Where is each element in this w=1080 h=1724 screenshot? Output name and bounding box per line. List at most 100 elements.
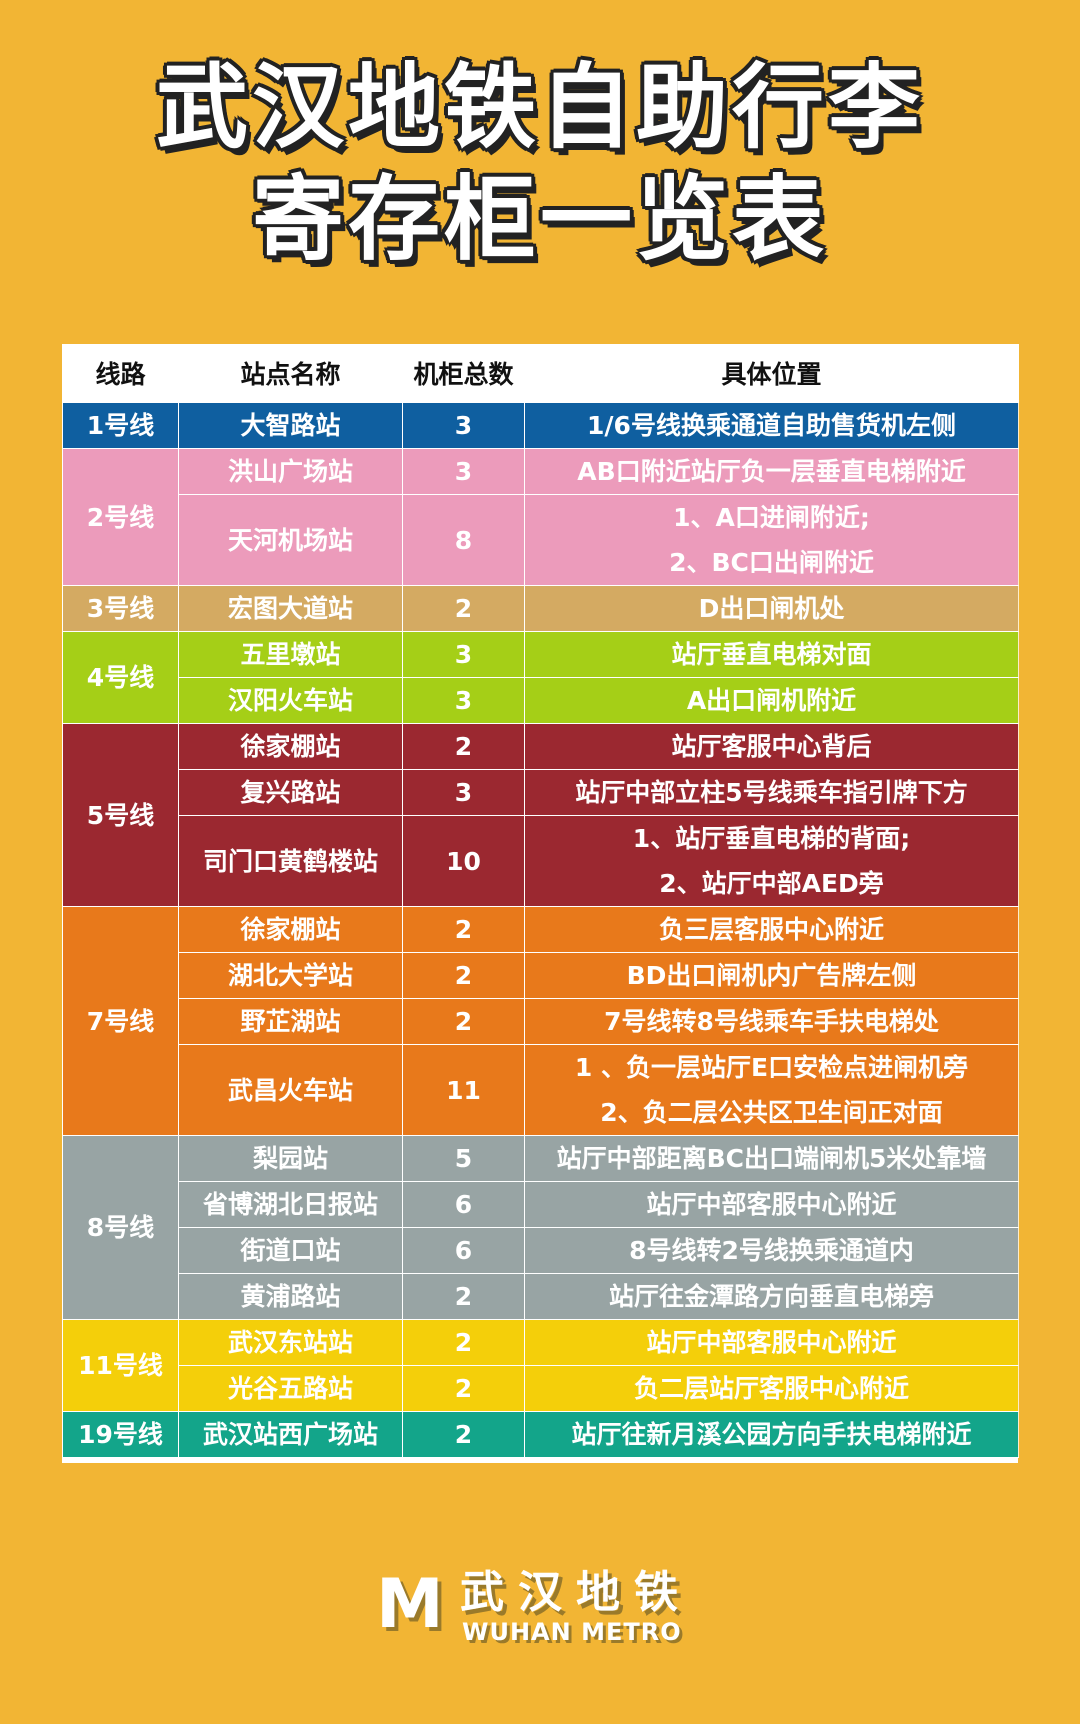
station-name-cell: 汉阳火车站 (178, 677, 403, 724)
count-cell: 3 (402, 677, 525, 724)
header-location: 具体位置 (524, 344, 1019, 403)
logo-mark: M (376, 1565, 444, 1644)
station-name-cell: 大智路站 (178, 402, 403, 449)
location-line: 站厅中部立柱5号线乘车指引牌下方 (575, 778, 968, 807)
count-cell: 3 (402, 769, 525, 816)
page-title: 武汉地铁自助行李 寄存柜一览表 (0, 52, 1080, 276)
location-line: 站厅中部客服中心附近 (646, 1190, 897, 1219)
location-cell: 1、站厅垂直电梯的背面; 2、站厅中部AED旁 (524, 815, 1019, 907)
location-cell: 站厅中部距离BC出口端闸机5米处靠墙 (524, 1135, 1019, 1182)
station-name-cell: 徐家棚站 (178, 906, 403, 953)
count-cell: 3 (402, 448, 525, 495)
location-line: 2、负二层公共区卫生间正对面 (600, 1098, 943, 1127)
table-row: 野芷湖站 2 7号线转8号线乘车手扶电梯处 (62, 998, 1019, 1045)
count-cell: 3 (402, 631, 525, 678)
table-row: 光谷五路站 2 负二层站厅客服中心附近 (62, 1365, 1019, 1412)
count-cell: 10 (402, 815, 525, 907)
location-cell: 站厅中部客服中心附近 (524, 1181, 1019, 1228)
line-cell: 7号线 (62, 906, 179, 1136)
location-cell: 站厅中部客服中心附近 (524, 1319, 1019, 1366)
station-name-cell: 天河机场站 (178, 494, 403, 586)
location-cell: 站厅往新月溪公园方向手扶电梯附近 (524, 1411, 1019, 1458)
locker-table: 线路 站点名称 机柜总数 具体位置 1号线 大智路站 3 1/6号线换乘通道自助售货机… (62, 344, 1019, 1463)
count-cell: 8 (402, 494, 525, 586)
location-line: 8号线转2号线换乘通道内 (629, 1236, 914, 1265)
station-name-cell: 司门口黄鹤楼站 (178, 815, 403, 907)
location-line: 1、站厅垂直电梯的背面; (632, 824, 911, 853)
table-row: 5号线 徐家棚站 2 站厅客服中心背后 (62, 723, 1019, 907)
location-cell: D出口闸机处 (524, 585, 1019, 632)
station-name-cell: 武昌火车站 (178, 1044, 403, 1136)
count-cell: 11 (402, 1044, 525, 1136)
count-cell: 3 (402, 402, 525, 449)
location-cell: 站厅中部立柱5号线乘车指引牌下方 (524, 769, 1019, 816)
title-line-1: 武汉地铁自助行李 (155, 54, 924, 161)
line-cell: 1号线 (62, 402, 179, 449)
count-cell: 2 (402, 585, 525, 632)
count-cell: 6 (402, 1227, 525, 1274)
station-name-cell: 五里墩站 (178, 631, 403, 678)
location-cell: 8号线转2号线换乘通道内 (524, 1227, 1019, 1274)
table-row: 2号线 洪山广场站 3 AB口附近站厅负一层垂直电梯附近 (62, 448, 1019, 586)
location-line: D出口闸机处 (698, 594, 845, 623)
header-station: 站点名称 (178, 344, 403, 403)
station-name-cell: 复兴路站 (178, 769, 403, 816)
line-cell: 2号线 (62, 448, 179, 586)
station-name-cell: 徐家棚站 (178, 723, 403, 770)
table-row: 8号线 梨园站 5 站厅中部距离BC出口端闸机5米处靠墙 (62, 1135, 1019, 1320)
table-header-row: 线路 站点名称 机柜总数 具体位置 (62, 344, 1019, 403)
location-line: 站厅往金潭路方向垂直电梯旁 (608, 1282, 934, 1311)
location-line: 2、站厅中部AED旁 (659, 869, 884, 898)
line-cell: 8号线 (62, 1135, 179, 1320)
count-cell: 5 (402, 1135, 525, 1182)
station-name-cell: 野芷湖站 (178, 998, 403, 1045)
station-name-cell: 湖北大学站 (178, 952, 403, 999)
table-row: 1号线 大智路站 3 1/6号线换乘通道自助售货机左侧 (62, 402, 1019, 449)
station-name-cell: 省博湖北日报站 (178, 1181, 403, 1228)
count-cell: 2 (402, 906, 525, 953)
location-cell: 站厅往金潭路方向垂直电梯旁 (524, 1273, 1019, 1320)
location-line: 2、BC口出闸附近 (669, 548, 874, 577)
line-cell: 5号线 (62, 723, 179, 907)
station-name-cell: 武汉站西广场站 (178, 1411, 403, 1458)
table-row: 7号线 徐家棚站 2 负三层客服中心附近 (62, 906, 1019, 1136)
logo-en: WUHAN METRO (462, 1618, 682, 1646)
header-count: 机柜总数 (402, 344, 525, 403)
logo-cn: 武汉地铁 (460, 1567, 692, 1618)
location-line: 站厅中部客服中心附近 (646, 1328, 897, 1357)
count-cell: 2 (402, 1365, 525, 1412)
location-line: 7号线转8号线乘车手扶电梯处 (604, 1007, 939, 1036)
location-line: 1 、负一层站厅E口安检点进闸机旁 (574, 1053, 969, 1082)
location-cell: 负三层客服中心附近 (524, 906, 1019, 953)
table-row: 黄浦路站 2 站厅往金潭路方向垂直电梯旁 (62, 1273, 1019, 1320)
count-cell: 2 (402, 952, 525, 999)
location-line: BD出口闸机内广告牌左侧 (626, 961, 917, 990)
location-cell: BD出口闸机内广告牌左侧 (524, 952, 1019, 999)
table-row: 11号线 武汉东站站 2 站厅中部客服中心附近 (62, 1319, 1019, 1412)
table-row: 省博湖北日报站 6 站厅中部客服中心附近 (62, 1181, 1019, 1228)
location-cell: 站厅垂直电梯对面 (524, 631, 1019, 678)
count-cell: 2 (402, 1411, 525, 1458)
location-cell: AB口附近站厅负一层垂直电梯附近 (524, 448, 1019, 495)
station-name-cell: 梨园站 (178, 1135, 403, 1182)
station-name-cell: 黄浦路站 (178, 1273, 403, 1320)
line-cell: 11号线 (62, 1319, 179, 1412)
line-cell: 19号线 (62, 1411, 179, 1458)
station-name-cell: 街道口站 (178, 1227, 403, 1274)
table-row: 汉阳火车站 3 A出口闸机附近 (62, 677, 1019, 724)
table-row: 19号线 武汉站西广场站 2 站厅往新月溪公园方向手扶电梯附近 (62, 1411, 1019, 1458)
location-cell: 1 、负一层站厅E口安检点进闸机旁 2、负二层公共区卫生间正对面 (524, 1044, 1019, 1136)
table-row: 3号线 宏图大道站 2 D出口闸机处 (62, 585, 1019, 632)
station-name-cell: 武汉东站站 (178, 1319, 403, 1366)
count-cell: 2 (402, 998, 525, 1045)
location-line: 站厅往新月溪公园方向手扶电梯附近 (571, 1420, 972, 1449)
count-cell: 6 (402, 1181, 525, 1228)
count-cell: 2 (402, 723, 525, 770)
table-row: 街道口站 6 8号线转2号线换乘通道内 (62, 1227, 1019, 1274)
station-name-cell: 洪山广场站 (178, 448, 403, 495)
location-cell: A出口闸机附近 (524, 677, 1019, 724)
location-line: 站厅垂直电梯对面 (671, 640, 872, 669)
station-name-cell: 宏图大道站 (178, 585, 403, 632)
location-line: 站厅中部距离BC出口端闸机5米处靠墙 (556, 1144, 987, 1173)
location-line: 1/6号线换乘通道自助售货机左侧 (587, 411, 956, 440)
